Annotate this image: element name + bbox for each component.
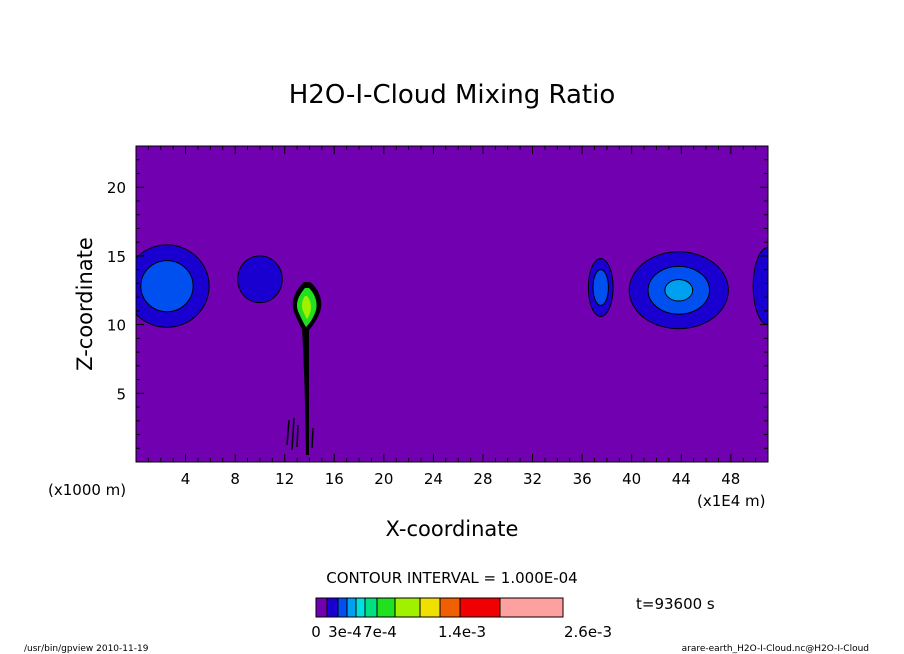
colorbar-label: 0: [311, 623, 321, 641]
colorbar-swatch: [499, 597, 564, 618]
colorbar-swatch: [355, 597, 366, 618]
x-unit-right: (x1E4 m): [697, 492, 766, 510]
contour-feature-3-level-2: [592, 269, 609, 306]
x-tick-label: 44: [672, 470, 691, 488]
colorbar-swatch: [419, 597, 441, 618]
colorbar-swatch: [326, 597, 339, 618]
colorbar-labels: 0 3e-4 7e-4 1.4e-3 2.6e-3: [311, 623, 612, 641]
x-tick-label: 4: [181, 470, 191, 488]
x-tick-label: 36: [573, 470, 592, 488]
plume-streak-3: [296, 424, 299, 448]
colorbar-swatch: [346, 597, 357, 618]
footer-left: /usr/bin/gpview 2010-11-19: [24, 644, 149, 654]
colorbar-swatch: [364, 597, 378, 618]
x-axis: 4 8 12 16 20 24 28 32 36 40 44 48: [147, 146, 757, 488]
contour-feature-4-level-3: [664, 278, 694, 302]
y-axis: 5 10 15 20: [107, 159, 768, 449]
y-tick-label: 20: [107, 179, 126, 197]
x-tick-label: 24: [424, 470, 443, 488]
contour-feature-1-level-2: [140, 260, 194, 313]
colorbar-swatch: [394, 597, 421, 618]
chart-title: H2O-I-Cloud Mixing Ratio: [289, 80, 616, 110]
y-tick-label: 5: [116, 385, 126, 403]
plume-streak-4: [311, 427, 314, 449]
x-tick-label: 32: [523, 470, 542, 488]
colorbar-swatch: [459, 597, 501, 618]
contour-features: [136, 244, 768, 330]
plot-frame: [135, 145, 769, 463]
x-tick-label: 48: [721, 470, 740, 488]
colorbar-swatch: [439, 597, 461, 618]
colorbar-swatch: [376, 597, 396, 618]
x-axis-label: X-coordinate: [386, 517, 519, 541]
x-unit-left: (x1000 m): [48, 481, 126, 499]
y-axis-label: Z-coordinate: [73, 237, 97, 371]
footer-right: arare-earth_H2O-I-Cloud.nc@H2O-I-Cloud: [682, 644, 869, 654]
x-tick-label: 16: [325, 470, 344, 488]
plume-head-yellow: [301, 296, 311, 319]
colorbar-label: 7e-4: [363, 623, 397, 641]
time-label: t=93600 s: [636, 595, 715, 613]
x-tick-label: 40: [622, 470, 641, 488]
x-tick-label: 28: [473, 470, 492, 488]
colorbar-label: 2.6e-3: [564, 623, 612, 641]
plume-stem: [302, 330, 309, 455]
colorbar-swatch: [315, 597, 328, 618]
colorbar-swatch: [337, 597, 348, 618]
x-tick-label: 12: [275, 470, 294, 488]
contour-feature-2-level-1: [237, 255, 283, 304]
y-tick-label: 15: [107, 248, 126, 266]
colorbar: [315, 597, 564, 618]
cloud-plume: [286, 282, 322, 455]
colorbar-label: 1.4e-3: [438, 623, 486, 641]
x-tick-label: 20: [374, 470, 393, 488]
x-tick-label: 8: [230, 470, 240, 488]
plume-streak-2: [291, 417, 295, 451]
contour-interval: CONTOUR INTERVAL = 1.000E-04: [326, 569, 577, 587]
y-tick-label: 10: [107, 317, 126, 335]
plume-streak-1: [286, 419, 290, 446]
colorbar-label: 3e-4: [328, 623, 362, 641]
